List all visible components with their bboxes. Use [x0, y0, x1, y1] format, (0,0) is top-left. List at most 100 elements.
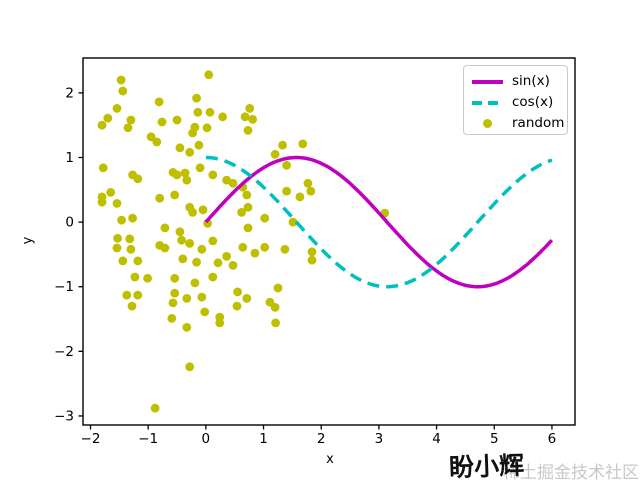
scatter-point: [160, 243, 170, 253]
scatter-point: [288, 217, 298, 227]
scatter-point: [192, 257, 202, 267]
scatter-point: [157, 117, 167, 127]
scatter-point: [103, 113, 113, 123]
scatter-point: [126, 244, 136, 254]
scatter-point: [106, 188, 116, 197]
scatter-point: [197, 292, 207, 302]
scatter-point: [260, 242, 270, 252]
scatter-point: [190, 278, 200, 288]
scatter-point: [98, 163, 108, 173]
scatter-point: [228, 178, 238, 188]
scatter-point: [306, 186, 316, 196]
scatter-point: [303, 178, 313, 188]
x-tick-label: 2: [317, 431, 326, 447]
x-tick-label: 4: [432, 431, 441, 447]
scatter-point: [307, 247, 317, 257]
scatter-point: [143, 273, 153, 283]
scatter-point: [130, 272, 140, 282]
y-tick-label: −3: [54, 408, 74, 424]
scatter-point: [243, 202, 253, 212]
scatter-point: [193, 107, 203, 117]
scatter-point: [170, 273, 180, 283]
scatter-point: [260, 213, 270, 223]
scatter-point: [240, 112, 250, 122]
scatter-point: [133, 256, 143, 266]
scatter-point: [123, 123, 133, 133]
author-signature-text: 盼小辉: [448, 450, 525, 483]
x-tick-label: 1: [259, 431, 268, 447]
scatter-point: [282, 160, 291, 170]
scatter-point: [215, 318, 225, 328]
scatter-point: [208, 272, 218, 282]
legend-item-sin: sin(x): [472, 71, 567, 92]
scatter-point: [295, 192, 305, 202]
scatter-point: [195, 163, 205, 173]
scatter-point: [178, 254, 188, 264]
scatter-point: [205, 107, 215, 117]
scatter-point: [280, 244, 290, 254]
juejin-watermark-text: 稀土掘金技术社区: [503, 463, 639, 483]
scatter-point: [152, 137, 162, 147]
scatter-point: [175, 143, 185, 153]
legend-item-random: random: [472, 113, 567, 134]
scatter-point: [208, 236, 218, 246]
scatter-point: [232, 301, 242, 311]
legend-label-sin: sin(x): [512, 72, 550, 89]
scatter-point: [270, 149, 280, 159]
scatter-point: [182, 175, 192, 185]
scatter-point: [242, 294, 252, 303]
scatter-point: [218, 112, 228, 122]
scatter-point: [112, 104, 122, 113]
scatter-point: [172, 170, 182, 180]
scatter-point: [185, 362, 195, 372]
scatter-point: [298, 139, 308, 149]
scatter-point: [133, 174, 143, 184]
x-tick-label: −2: [81, 431, 101, 447]
scatter-point: [155, 193, 165, 203]
x-tick-label: −1: [138, 431, 158, 447]
scatter-point: [202, 123, 212, 133]
scatter-point: [133, 290, 143, 300]
sin-curve: [204, 155, 554, 289]
scatter-point: [245, 104, 255, 113]
scatter-point: [278, 140, 287, 150]
legend-item-cos: cos(x): [472, 92, 567, 113]
scatter-point: [118, 256, 128, 266]
scatter-point: [112, 199, 122, 208]
scatter-point: [270, 303, 280, 312]
scatter-point: [188, 128, 198, 138]
scatter-point: [128, 213, 138, 223]
scatter-point: [248, 115, 257, 124]
scatter-point: [200, 307, 210, 317]
y-axis-label: y: [20, 236, 36, 245]
scatter-point: [97, 120, 107, 130]
scatter-point: [170, 190, 180, 200]
scatter-point: [125, 234, 135, 244]
y-tick-label: −2: [54, 344, 74, 360]
scatter-point: [126, 115, 136, 125]
scatter-point: [113, 233, 122, 243]
scatter-point: [150, 403, 160, 413]
scatter-point: [127, 301, 137, 311]
scatter-point: [146, 132, 156, 142]
y-tick-label: 2: [65, 85, 74, 101]
scatter-point: [243, 125, 253, 135]
scatter-point: [154, 97, 164, 107]
scatter-point: [180, 168, 190, 178]
y-tick-label: 1: [65, 150, 74, 166]
scatter-point: [116, 75, 126, 85]
scatter-point: [160, 223, 170, 233]
x-tick-label: 3: [375, 431, 384, 447]
x-tick-label: 6: [548, 431, 557, 447]
scatter-point: [250, 248, 260, 258]
legend-label-random: random: [512, 114, 565, 131]
scatter-point: [118, 86, 128, 96]
scatter-point: [273, 283, 283, 293]
scatter-point: [192, 93, 202, 103]
scatter-point: [185, 239, 195, 248]
scatter-point: [117, 215, 126, 225]
legend: sin(x) cos(x) random: [463, 65, 568, 135]
scatter-point: [222, 252, 232, 261]
